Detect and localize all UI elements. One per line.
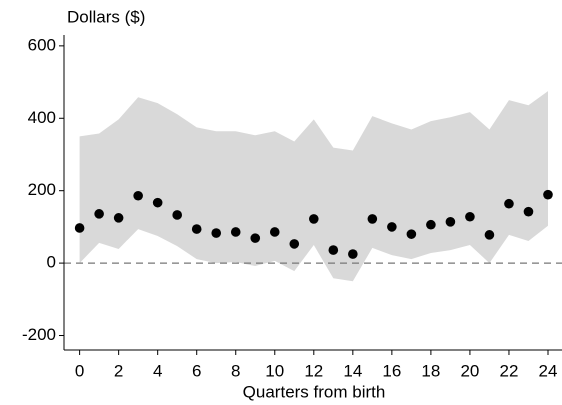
x-tick-label: 12	[304, 361, 323, 380]
point	[309, 214, 319, 224]
point	[133, 190, 143, 201]
point	[74, 223, 85, 233]
point	[328, 245, 339, 255]
point	[94, 209, 104, 219]
x-tick-label: 8	[231, 361, 240, 380]
x-tick-label: 4	[153, 361, 162, 380]
x-tick-label: 6	[192, 361, 201, 380]
point	[426, 219, 436, 230]
point	[465, 211, 475, 222]
point	[504, 198, 514, 209]
y-tick-label: 0	[47, 253, 56, 272]
point	[445, 217, 456, 227]
point	[230, 227, 241, 237]
point	[113, 213, 124, 223]
point	[211, 228, 222, 238]
x-tick-label: 18	[421, 361, 440, 380]
x-tick-label: 24	[539, 361, 558, 380]
x-tick-label: 2	[114, 361, 123, 380]
x-tick-label: 22	[499, 361, 518, 380]
point	[406, 229, 417, 239]
x-tick-label: 14	[343, 361, 362, 380]
point	[367, 214, 378, 224]
point	[484, 230, 495, 240]
x-axis-title: Quarters from birth	[243, 382, 386, 401]
confidence-band	[79, 91, 548, 282]
point	[387, 222, 397, 232]
point	[348, 249, 358, 259]
point	[543, 189, 553, 200]
point	[523, 206, 534, 217]
x-tick-label: 0	[75, 361, 84, 380]
y-tick-label: 200	[28, 180, 56, 199]
y-tick-label: -200	[22, 325, 56, 344]
point	[172, 210, 182, 220]
x-tick-label: 20	[460, 361, 479, 380]
y-tick-label: 600	[28, 35, 56, 54]
y-axis-title: Dollars ($)	[67, 7, 145, 26]
point	[250, 233, 261, 243]
x-tick-label: 10	[265, 361, 284, 380]
point	[191, 224, 202, 234]
point	[152, 197, 163, 208]
point	[289, 239, 300, 249]
point	[269, 227, 280, 237]
y-tick-label: 400	[28, 108, 56, 127]
x-tick-label: 16	[382, 361, 401, 380]
